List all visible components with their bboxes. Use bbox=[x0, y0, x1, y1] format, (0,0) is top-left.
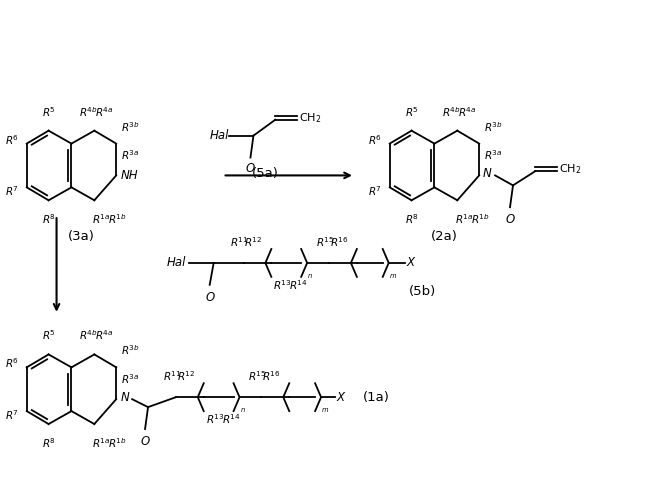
Text: X: X bbox=[407, 256, 415, 270]
Text: $R^6$: $R^6$ bbox=[5, 132, 19, 146]
Text: $_n$: $_n$ bbox=[239, 405, 245, 415]
Text: N: N bbox=[483, 167, 492, 180]
Text: $R^5$: $R^5$ bbox=[41, 105, 55, 118]
Text: $R^7$: $R^7$ bbox=[5, 408, 19, 422]
Text: X: X bbox=[337, 390, 345, 404]
Text: $R^{11}$: $R^{11}$ bbox=[230, 235, 249, 249]
Text: $R^{12}$: $R^{12}$ bbox=[244, 235, 263, 249]
Text: $R^6$: $R^6$ bbox=[5, 356, 19, 370]
Text: $R^{12}$: $R^{12}$ bbox=[177, 370, 195, 384]
Text: (1a): (1a) bbox=[363, 390, 390, 404]
Text: $R^{4a}$: $R^{4a}$ bbox=[458, 105, 476, 118]
Text: $R^{1b}$: $R^{1b}$ bbox=[471, 212, 490, 226]
Text: $R^{4a}$: $R^{4a}$ bbox=[95, 105, 113, 118]
Text: $R^{4b}$: $R^{4b}$ bbox=[79, 105, 98, 118]
Text: (2a): (2a) bbox=[431, 230, 458, 243]
Text: $R^8$: $R^8$ bbox=[404, 212, 419, 226]
Text: $R^{13}$: $R^{13}$ bbox=[205, 412, 224, 426]
Text: $R^{4b}$: $R^{4b}$ bbox=[79, 328, 98, 342]
Text: $R^{1b}$: $R^{1b}$ bbox=[108, 436, 127, 450]
Text: $_n$: $_n$ bbox=[307, 271, 313, 281]
Text: O: O bbox=[205, 291, 214, 304]
Text: (3a): (3a) bbox=[68, 230, 95, 243]
Text: NH: NH bbox=[120, 169, 138, 182]
Text: $R^{11}$: $R^{11}$ bbox=[163, 370, 181, 384]
Text: $R^{1b}$: $R^{1b}$ bbox=[108, 212, 127, 226]
Text: $R^{3b}$: $R^{3b}$ bbox=[484, 120, 503, 134]
Text: CH$_2$: CH$_2$ bbox=[299, 111, 321, 124]
Text: $R^8$: $R^8$ bbox=[41, 212, 55, 226]
Text: (5b): (5b) bbox=[409, 285, 436, 298]
Text: $R^6$: $R^6$ bbox=[368, 132, 382, 146]
Text: $R^{13}$: $R^{13}$ bbox=[273, 278, 292, 291]
Text: $R^{14}$: $R^{14}$ bbox=[221, 412, 240, 426]
Text: $R^{16}$: $R^{16}$ bbox=[262, 370, 281, 384]
Text: $R^{3a}$: $R^{3a}$ bbox=[121, 148, 140, 162]
Text: $R^{3b}$: $R^{3b}$ bbox=[121, 120, 140, 134]
Text: (5a): (5a) bbox=[252, 168, 279, 180]
Text: $R^7$: $R^7$ bbox=[368, 184, 382, 198]
Text: $R^{4a}$: $R^{4a}$ bbox=[95, 328, 113, 342]
Text: N: N bbox=[120, 390, 129, 404]
Text: CH$_2$: CH$_2$ bbox=[559, 162, 581, 176]
Text: $R^7$: $R^7$ bbox=[5, 184, 19, 198]
Text: $R^{1a}$: $R^{1a}$ bbox=[456, 212, 474, 226]
Text: $R^5$: $R^5$ bbox=[405, 105, 418, 118]
Text: $R^{1a}$: $R^{1a}$ bbox=[92, 436, 111, 450]
Text: $_m$: $_m$ bbox=[389, 271, 397, 281]
Text: $R^{3a}$: $R^{3a}$ bbox=[121, 372, 140, 386]
Text: $R^{14}$: $R^{14}$ bbox=[289, 278, 308, 291]
Text: $R^{3a}$: $R^{3a}$ bbox=[484, 148, 503, 162]
Text: Hal: Hal bbox=[209, 129, 229, 142]
Text: $R^{3b}$: $R^{3b}$ bbox=[121, 344, 140, 357]
Text: O: O bbox=[506, 213, 515, 226]
Text: $R^{15}$: $R^{15}$ bbox=[248, 370, 267, 384]
Text: $R^{16}$: $R^{16}$ bbox=[329, 235, 348, 249]
Text: $R^{4b}$: $R^{4b}$ bbox=[442, 105, 461, 118]
Text: Hal: Hal bbox=[167, 256, 186, 270]
Text: $R^{15}$: $R^{15}$ bbox=[315, 235, 334, 249]
Text: $R^8$: $R^8$ bbox=[41, 436, 55, 450]
Text: $_m$: $_m$ bbox=[321, 405, 329, 415]
Text: O: O bbox=[246, 162, 255, 175]
Text: $R^5$: $R^5$ bbox=[41, 328, 55, 342]
Text: O: O bbox=[141, 435, 149, 448]
Text: $R^{1a}$: $R^{1a}$ bbox=[92, 212, 111, 226]
